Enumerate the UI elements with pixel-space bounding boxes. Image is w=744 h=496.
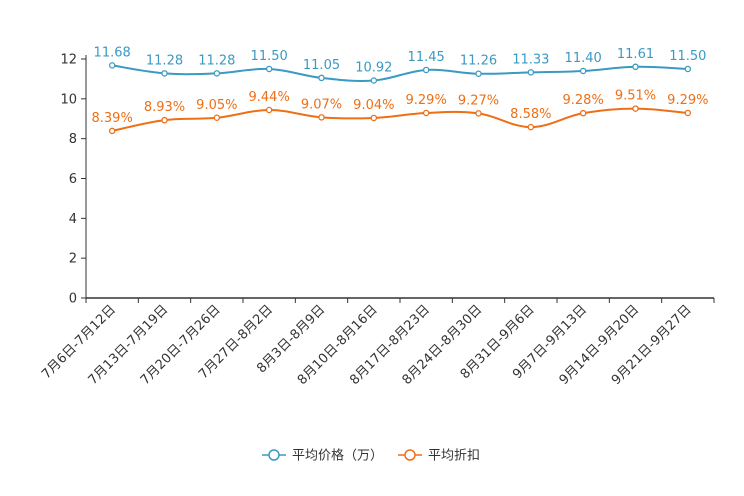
data-point[interactable] [632,63,639,71]
legend-label: 平均折扣 [428,449,480,464]
y-tick-label: 0 [69,292,77,307]
data-point[interactable] [527,123,535,131]
legend-item-0[interactable]: 平均价格（万） [262,448,383,464]
y-tick-label: 12 [60,53,77,68]
data-label: 10.92 [355,61,392,76]
data-point[interactable] [265,106,273,114]
data-point[interactable] [108,127,116,135]
data-label: 11.50 [251,49,288,64]
data-point[interactable] [213,114,221,122]
y-tick-label: 2 [69,252,77,267]
data-point[interactable] [632,105,639,112]
series-lines [108,62,692,135]
y-tick-label: 8 [69,132,77,147]
data-label: 11.45 [408,50,445,65]
data-point[interactable] [370,114,378,122]
data-point[interactable] [527,69,535,76]
data-point[interactable] [318,74,325,82]
data-label: 9.27% [458,93,499,108]
data-label: 9.44% [249,90,290,105]
data-point[interactable] [318,114,325,121]
data-point[interactable] [213,70,221,77]
data-label: 11.26 [460,54,497,69]
data-label: 8.39% [92,111,133,126]
data-point[interactable] [579,109,587,117]
data-label: 11.50 [669,49,706,64]
data-label: 9.29% [667,93,708,108]
series-line-1 [111,107,688,132]
series-line-0 [112,64,688,83]
y-tick-label: 10 [60,92,77,107]
legend: 平均价格（万） 平均折扣 [262,448,480,464]
data-point[interactable] [108,62,116,69]
data-label: 9.05% [196,98,237,113]
data-label: 11.05 [303,58,340,73]
data-label: 9.07% [301,97,342,112]
data-label: 11.68 [94,45,131,60]
data-label: 8.58% [510,107,551,122]
data-point[interactable] [161,70,168,77]
data-point[interactable] [161,116,168,124]
data-point[interactable] [475,110,482,117]
legend-label: 平均价格（万） [292,448,383,464]
y-tick-label: 6 [69,172,77,187]
data-label: 9.51% [615,89,656,104]
data-point[interactable] [265,65,273,73]
data-point[interactable] [684,65,692,73]
data-label: 11.28 [198,53,235,68]
data-point[interactable] [370,77,378,84]
legend-item-1[interactable]: 平均折扣 [398,449,480,464]
data-point[interactable] [475,70,482,77]
data-label: 9.04% [353,98,394,113]
legend-marker-icon [268,449,280,461]
data-label: 11.28 [146,53,183,68]
data-label: 11.40 [565,51,602,66]
data-label: 9.29% [406,93,447,108]
legend-marker-icon [404,449,416,461]
data-point[interactable] [684,109,692,117]
data-point[interactable] [579,67,587,75]
data-label: 11.61 [617,47,654,62]
data-labels: 11.68 11.28 11.28 11.50 11.05 10.92 11.45 11.26… [92,45,709,126]
data-point[interactable] [422,109,430,117]
y-tick-label: 4 [69,212,77,227]
data-label: 8.93% [144,100,185,115]
data-point[interactable] [422,66,430,74]
data-label: 9.28% [563,93,604,108]
data-label: 11.33 [512,52,549,67]
